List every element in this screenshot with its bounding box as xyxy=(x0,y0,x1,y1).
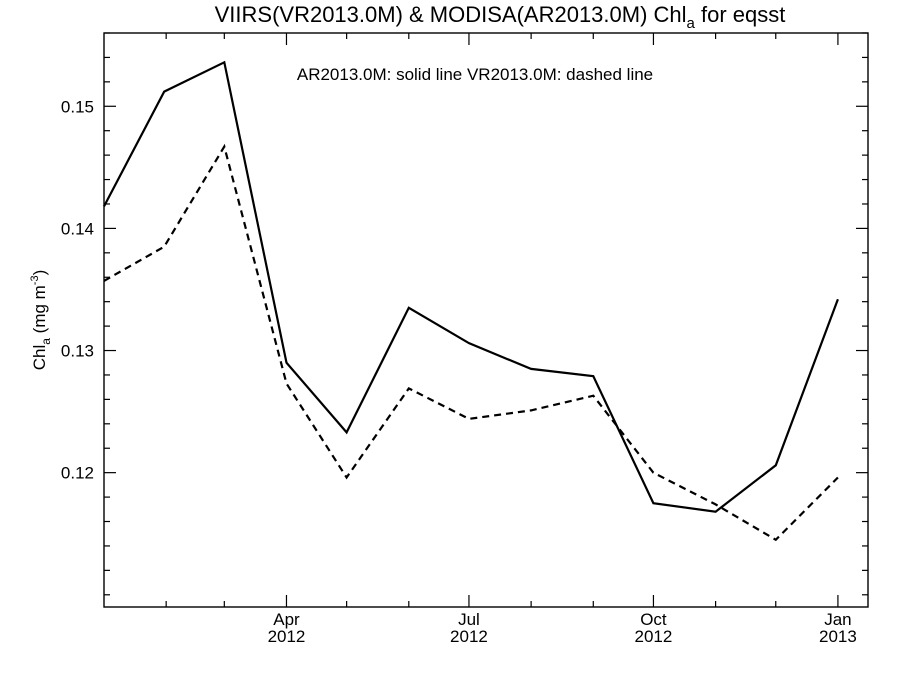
series-line-vr2013-0m xyxy=(103,143,839,542)
chart-title-tail: for eqsst xyxy=(695,2,785,27)
plot-frame xyxy=(103,32,869,608)
axis-ticks xyxy=(104,32,868,607)
series-lines xyxy=(103,60,839,542)
x-tick-label-year: 2013 xyxy=(819,627,857,646)
x-tick-label-month: Oct xyxy=(640,610,667,629)
y-axis-label: Chla (mg m-3) xyxy=(29,270,53,371)
chart-title-subscript: a xyxy=(687,15,696,32)
y-axis-label-subscript: a xyxy=(39,338,53,345)
y-tick-label: 0.12 xyxy=(61,464,94,483)
x-tick-label-month: Jul xyxy=(458,610,480,629)
chart-title-main: VIIRS(VR2013.0M) & MODISA(AR2013.0M) Chl xyxy=(215,2,687,27)
x-tick-label-month: Apr xyxy=(273,610,300,629)
y-tick-label: 0.15 xyxy=(61,97,94,116)
y-axis-label-close: ) xyxy=(30,270,49,276)
y-axis-label-main: Chl xyxy=(30,345,49,371)
y-axis-label-unit: (mg m xyxy=(30,285,49,338)
x-tick-label-year: 2012 xyxy=(450,627,488,646)
line-style-annotation: AR2013.0M: solid line VR2013.0M: dashed … xyxy=(297,65,653,84)
x-tick-label-month: Jan xyxy=(824,610,851,629)
y-axis-label-exponent: -3 xyxy=(29,275,41,285)
series-line-ar2013-0m xyxy=(103,60,839,513)
tick-labels: 0.120.130.140.15Apr2012Jul2012Oct2012Jan… xyxy=(61,97,857,646)
x-tick-label-year: 2012 xyxy=(268,627,306,646)
x-tick-label-year: 2012 xyxy=(635,627,673,646)
y-tick-label: 0.13 xyxy=(61,342,94,361)
y-tick-label: 0.14 xyxy=(61,219,94,238)
chart-title: VIIRS(VR2013.0M) & MODISA(AR2013.0M) Chl… xyxy=(215,2,786,32)
